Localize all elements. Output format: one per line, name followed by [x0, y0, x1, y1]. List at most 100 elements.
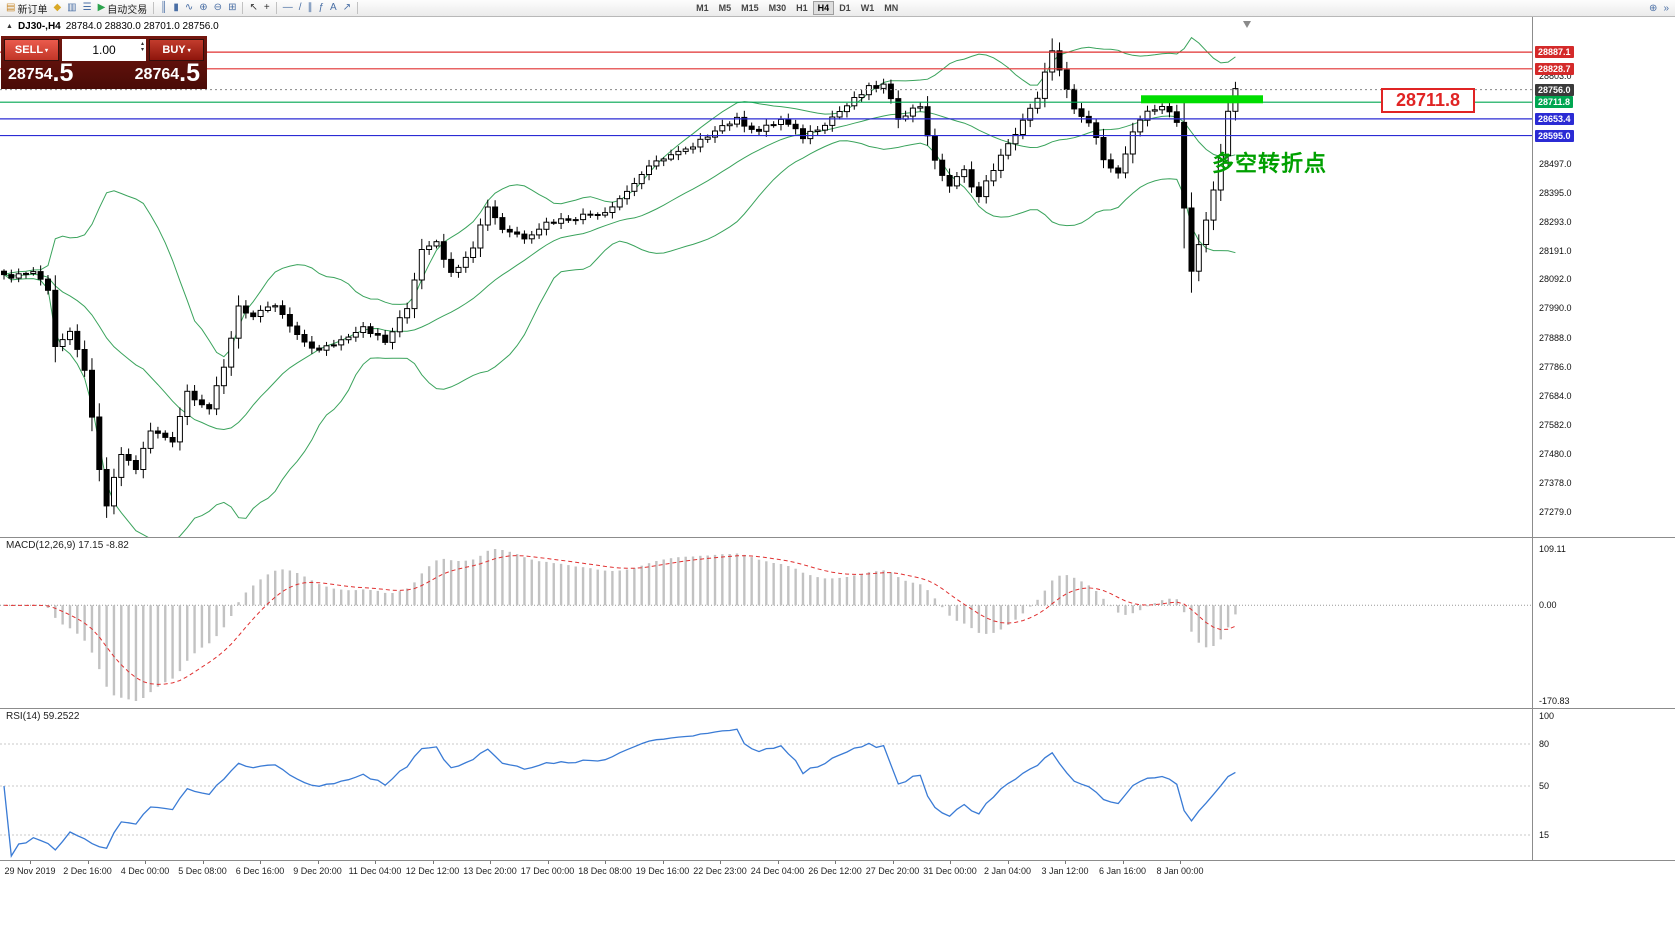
time-axis-label: 3 Jan 12:00 [1041, 866, 1089, 876]
time-axis-label: 31 Dec 00:00 [923, 866, 977, 876]
time-axis-tick [1007, 861, 1009, 864]
time-axis-label: 27 Dec 20:00 [865, 866, 920, 876]
tile-windows-button[interactable]: ⊞ [225, 1, 239, 16]
new-order-label: 新订单 [17, 4, 48, 16]
crosshair-button[interactable]: + [261, 1, 273, 16]
volume-input[interactable]: 1.00 ▴ ▾ [62, 39, 146, 61]
zoom-in-button[interactable]: ⊕ [196, 1, 210, 16]
timeframe-w1-button[interactable]: W1 [856, 1, 880, 15]
timeframe-m1-button[interactable]: M1 [691, 1, 714, 15]
time-axis-tick [835, 861, 836, 864]
time-axis-label: 4 Dec 00:00 [120, 866, 170, 876]
one-click-collapse-icon[interactable]: ▲ [6, 23, 13, 30]
rsi-axis-label: 80 [1539, 739, 1550, 749]
time-axis-tick [950, 861, 951, 864]
sell-button[interactable]: SELL ▾ [4, 39, 59, 61]
time-axis-label: 8 Jan 00:00 [1156, 866, 1204, 876]
autotrade-button[interactable]: ▶ 自动交易 [95, 1, 151, 16]
cursor-icon: ↖ [249, 2, 258, 13]
time-axis-tick [547, 861, 549, 864]
pane-separator[interactable] [0, 708, 1675, 709]
horizontal-line-button[interactable]: — [280, 1, 296, 16]
toolbar-separator [275, 2, 277, 14]
zoom-out-button[interactable]: ⊖ [211, 1, 225, 16]
rsi-pane[interactable] [0, 708, 1532, 860]
main-chart-pane[interactable] [0, 17, 1532, 537]
volume-up-icon[interactable]: ▴ [140, 41, 144, 47]
buy-button-label: BUY [162, 44, 186, 56]
candle-chart-button[interactable]: ▮ [170, 1, 182, 16]
time-axis-tick [720, 861, 721, 864]
macd-axis-label: 0.00 [1539, 600, 1557, 611]
timeframe-m5-button[interactable]: M5 [714, 1, 737, 15]
autotrade-icon: ▶ [97, 2, 106, 13]
alerts-icon: ◆ [53, 2, 62, 13]
timeframe-d1-button[interactable]: D1 [834, 1, 856, 15]
sell-price: 28754 .5 [8, 60, 73, 85]
price-line-badge: 28828.7 [1535, 62, 1574, 75]
new-chart-button[interactable]: ▥ [64, 1, 79, 16]
time-axis-tick [202, 861, 204, 864]
time-axis-tick [432, 861, 434, 864]
line-chart-button[interactable]: ∿ [182, 1, 196, 16]
chart-shift-marker-icon[interactable] [1243, 21, 1251, 28]
price-axis-tick: 28803.0 [1539, 71, 1572, 82]
trendline-icon: / [298, 2, 302, 13]
timeframe-h1-button[interactable]: H1 [791, 1, 813, 15]
horizontal-line-icon: — [282, 2, 293, 13]
price-axis-tick: 28395.0 [1539, 187, 1572, 198]
profiles-button[interactable]: ☰ [80, 1, 95, 16]
time-axis-label: 2 Dec 16:00 [63, 866, 112, 876]
buy-button[interactable]: BUY ▾ [149, 39, 204, 61]
timeframe-h4-button[interactable]: H4 [812, 1, 835, 15]
zoom-window-button[interactable]: ⊕ [1646, 1, 1660, 16]
volume-value: 1.00 [92, 43, 116, 57]
volume-spinner: ▴ ▾ [141, 41, 144, 53]
price-axis-tick: 28092.0 [1539, 274, 1572, 285]
volume-down-icon[interactable]: ▾ [140, 47, 144, 53]
toolbar-overflow-icon: » [1663, 2, 1669, 14]
price-axis-tick: 27684.0 [1539, 390, 1572, 401]
macd-pane[interactable] [0, 537, 1532, 708]
trade-panel-buttons-row: SELL ▾ 1.00 ▴ ▾ BUY ▾ [4, 39, 204, 61]
trendline-button[interactable]: / [296, 1, 305, 16]
price-level-callout[interactable]: 28711.8 [1381, 88, 1475, 113]
time-axis-tick [1180, 861, 1181, 864]
buy-caret-icon: ▾ [187, 47, 191, 54]
time-axis[interactable]: 29 Nov 2019 2 Dec 16:00 4 Dec 00:00 5 Dec 0… [0, 860, 1675, 886]
text-label-button[interactable]: A [327, 1, 340, 16]
time-axis-tick [87, 861, 89, 864]
fibonacci-button[interactable]: ƒ [315, 1, 327, 16]
time-axis-label: 29 Nov 2019 [4, 866, 56, 876]
arrows-icon: ↗ [342, 2, 352, 13]
bar-chart-button[interactable]: ║ [157, 1, 170, 16]
tile-windows-icon: ⊞ [228, 2, 237, 13]
price-axis-tick: 27888.0 [1539, 332, 1572, 343]
text-label-icon: A [330, 2, 337, 13]
timeframe-m15-button[interactable]: M15 [736, 1, 764, 15]
time-axis-tick [30, 861, 31, 864]
price-axis-tick: 28293.0 [1539, 216, 1572, 227]
turning-point-annotation[interactable]: 多空转折点 [1212, 151, 1328, 176]
zoom-in-icon: ⊕ [199, 2, 208, 13]
sell-button-label: SELL [14, 44, 44, 56]
equidistant-channel-button[interactable]: ∥ [304, 1, 315, 16]
price-axis-tick: 27378.0 [1539, 478, 1572, 489]
new-order-button[interactable]: ▤ 新订单 [3, 1, 50, 16]
timeframe-m30-button[interactable]: M30 [764, 1, 792, 15]
new-order-icon: ▤ [6, 2, 16, 13]
price-line-badge: 28887.1 [1535, 46, 1574, 59]
time-axis-tick [892, 861, 894, 864]
timeframe-mn-button[interactable]: MN [879, 1, 903, 15]
zoom-window-icon: ⊕ [1649, 2, 1658, 14]
alerts-button[interactable]: ◆ [50, 1, 64, 16]
price-line-badge: 28653.4 [1535, 112, 1574, 125]
cursor-button[interactable]: ↖ [246, 1, 260, 16]
arrows-button[interactable]: ↗ [340, 1, 354, 16]
pane-separator[interactable] [0, 537, 1675, 538]
crosshair-icon: + [263, 2, 270, 13]
toolbar-overflow-button[interactable]: » [1660, 1, 1672, 16]
time-axis-tick [777, 861, 779, 864]
price-axis[interactable]: 28803.0 28497.0 28395.0 28293.0 28191.0 28092… [1532, 17, 1675, 860]
time-axis-label: 11 Dec 04:00 [348, 866, 402, 876]
